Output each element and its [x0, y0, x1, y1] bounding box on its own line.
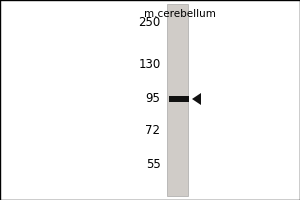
Text: 55: 55 — [146, 158, 160, 171]
Bar — [167, 4, 188, 196]
Polygon shape — [192, 93, 201, 105]
Bar — [169, 96, 189, 102]
Text: 95: 95 — [146, 92, 160, 106]
Text: 72: 72 — [146, 124, 160, 138]
Text: m.cerebellum: m.cerebellum — [144, 9, 216, 19]
Text: 250: 250 — [138, 17, 160, 29]
Text: 130: 130 — [138, 58, 160, 72]
